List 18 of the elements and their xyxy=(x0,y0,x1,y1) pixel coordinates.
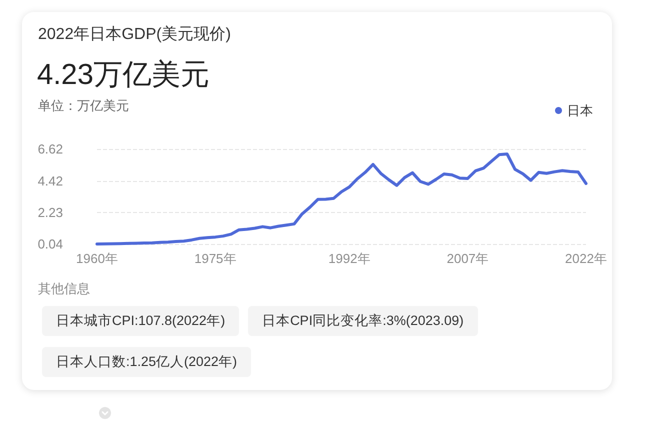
text: 日本城市CPI:107.8(2022年) xyxy=(42,306,240,336)
text: 日本人口数:1.25亿人(2022年) xyxy=(42,347,252,377)
x-tick-label: 1975年 xyxy=(194,251,236,266)
chart-subtitle: 4.23万亿美元 xyxy=(37,58,210,93)
x-tick-label: 1960年 xyxy=(76,251,118,266)
x-tick-label: 2007年 xyxy=(446,251,489,266)
y-tick-label: 2.23 xyxy=(38,204,63,220)
y-tick-label: 0.04 xyxy=(38,236,63,252)
line-series xyxy=(96,152,588,246)
text: 日本CPI同比变化率:3%(2023.09) xyxy=(248,306,478,336)
chart-title: 2022年日本GDP(美元现价) xyxy=(38,25,231,45)
y-tick-label: 6.62 xyxy=(38,142,63,156)
x-tick-label: 1992年 xyxy=(328,251,370,266)
text: 其他信息 xyxy=(38,280,90,298)
y-tick-label: 4.42 xyxy=(38,173,63,188)
y-axis-title: 单位：万亿美元 xyxy=(38,97,129,115)
legend-label: 日本 xyxy=(567,103,593,118)
x-tick-label: 2022年 xyxy=(565,251,607,266)
